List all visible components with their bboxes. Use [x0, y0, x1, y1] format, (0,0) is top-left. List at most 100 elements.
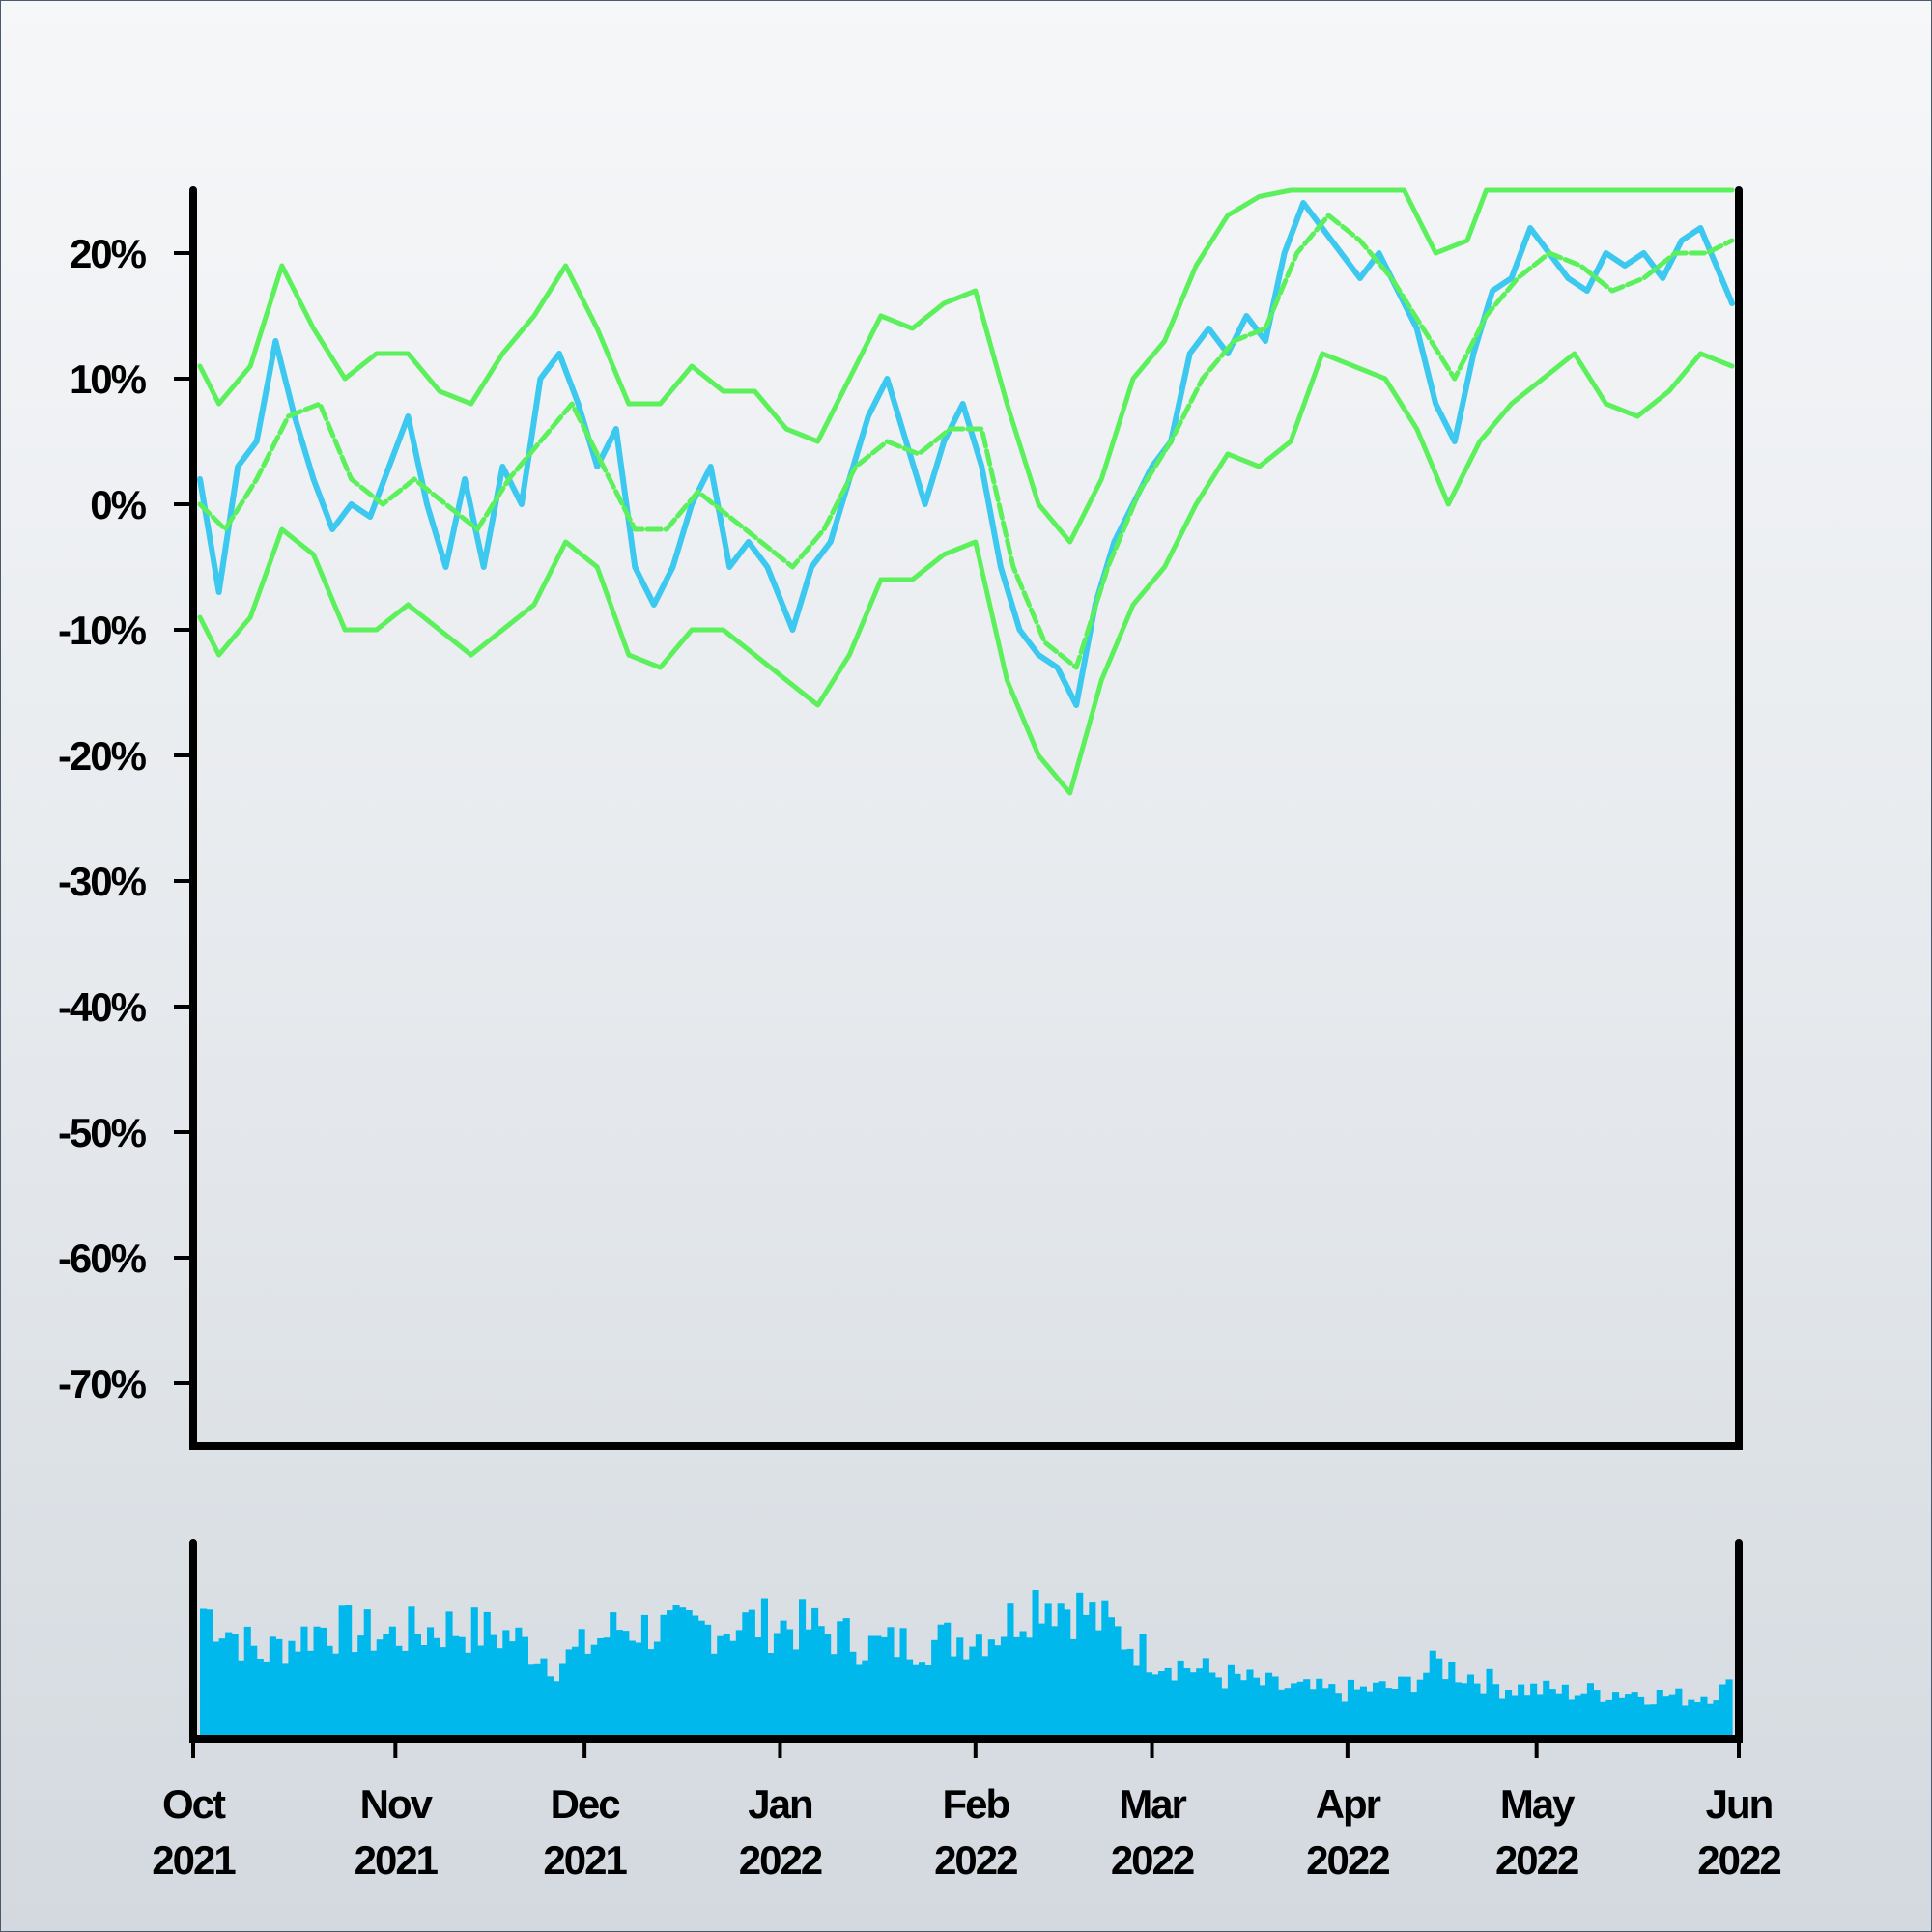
volume-bar [338, 1605, 346, 1739]
volume-bar [615, 1630, 623, 1739]
volume-bar [1530, 1683, 1538, 1739]
volume-bar [376, 1639, 384, 1739]
volume-bar [962, 1659, 970, 1739]
volume-bar [792, 1649, 800, 1739]
volume-bar [874, 1635, 882, 1739]
volume-bar [1094, 1630, 1102, 1739]
volume-bar [578, 1629, 585, 1739]
x-tick-month: Oct [162, 1781, 226, 1827]
volume-bar [1719, 1684, 1726, 1739]
volume-bar [735, 1630, 743, 1739]
volume-bar [685, 1610, 693, 1739]
volume-bar [1498, 1698, 1506, 1739]
volume-bar [1151, 1674, 1159, 1739]
volume-bar [1423, 1672, 1431, 1739]
volume-bar [572, 1646, 580, 1739]
x-tick-year: 2021 [355, 1837, 439, 1883]
volume-bar [786, 1629, 794, 1739]
volume-bar [1410, 1692, 1418, 1739]
volume-bar [931, 1639, 939, 1739]
volume-bar [867, 1635, 875, 1739]
volume-bar [300, 1626, 308, 1739]
y-tick-label: 10% [70, 356, 147, 402]
volume-bar [243, 1626, 251, 1739]
volume-bar [969, 1646, 977, 1739]
volume-bar [697, 1620, 705, 1739]
volume-bar [723, 1634, 730, 1739]
volume-bar [1177, 1660, 1184, 1739]
volume-bar [1334, 1693, 1342, 1739]
x-tick-year: 2022 [1697, 1837, 1780, 1883]
volume-bar [470, 1607, 478, 1739]
volume-bar [559, 1663, 567, 1739]
volume-bar [805, 1629, 812, 1739]
volume-bar [1013, 1636, 1021, 1739]
volume-bar [1158, 1671, 1166, 1739]
volume-bar [465, 1652, 472, 1739]
volume-bar [490, 1634, 497, 1739]
x-tick-year: 2022 [1495, 1837, 1578, 1883]
volume-bar [987, 1639, 995, 1739]
y-tick-label: -70% [58, 1361, 147, 1406]
volume-bar [760, 1598, 768, 1739]
volume-bar [1328, 1684, 1336, 1739]
volume-bar [395, 1645, 403, 1739]
volume-bar [912, 1664, 920, 1739]
volume-bar [1441, 1679, 1449, 1739]
volume-bar [1373, 1682, 1380, 1739]
volume-bar [1303, 1679, 1311, 1739]
volume-bar [1518, 1684, 1525, 1739]
volume-bar [1505, 1690, 1513, 1739]
volume-bar [521, 1636, 528, 1739]
y-tick-label: -20% [58, 733, 147, 779]
volume-bar [1448, 1662, 1456, 1739]
volume-bar [269, 1636, 276, 1739]
volume-bar [1574, 1695, 1581, 1739]
volume-bar [1291, 1683, 1298, 1739]
y-tick-label: -10% [58, 608, 147, 653]
volume-bar [924, 1665, 932, 1739]
volume-bar [1706, 1703, 1714, 1739]
volume-bar [944, 1622, 952, 1739]
volume-bar [1321, 1688, 1329, 1739]
y-tick-label: -50% [58, 1110, 147, 1155]
volume-bar [660, 1614, 668, 1739]
y-tick-label: -40% [58, 984, 147, 1030]
volume-bar [1089, 1602, 1096, 1739]
volume-bar [1662, 1696, 1670, 1739]
x-tick-year: 2021 [543, 1837, 627, 1883]
volume-bar [1227, 1664, 1235, 1739]
volume-bar [1693, 1702, 1701, 1739]
volume-bar [1536, 1694, 1544, 1739]
volume-bar [1139, 1634, 1147, 1739]
price-axes [189, 186, 1743, 1450]
volume-bar [206, 1609, 213, 1739]
volume-bar [975, 1634, 982, 1739]
volume-bar [388, 1626, 396, 1739]
volume-bar [603, 1637, 611, 1739]
volume-bar [238, 1660, 245, 1739]
volume-bar [256, 1659, 264, 1739]
x-tick-month: Dec [551, 1781, 621, 1827]
x-tick-year: 2022 [739, 1837, 822, 1883]
volume-bar [1044, 1603, 1052, 1739]
volume-bar [553, 1681, 560, 1739]
volume-bar [748, 1609, 755, 1739]
volume-bar [1599, 1701, 1606, 1739]
volume-bar [849, 1651, 857, 1739]
volume-bar [1265, 1672, 1273, 1739]
volume-bar [1038, 1623, 1046, 1739]
volume-bar [1026, 1637, 1034, 1739]
volume-bar [1625, 1694, 1633, 1739]
volume-bar [919, 1662, 926, 1739]
upper-band-line [197, 187, 1735, 545]
x-tick-month: Apr [1316, 1781, 1381, 1827]
volume-bar [692, 1615, 699, 1739]
volume-bar [590, 1644, 598, 1739]
volume-bar [332, 1653, 340, 1739]
volume-bar [610, 1612, 617, 1739]
volume-bar [597, 1638, 605, 1739]
value-line [197, 200, 1735, 708]
lower-band-line [197, 351, 1735, 796]
volume-bar [408, 1606, 415, 1739]
